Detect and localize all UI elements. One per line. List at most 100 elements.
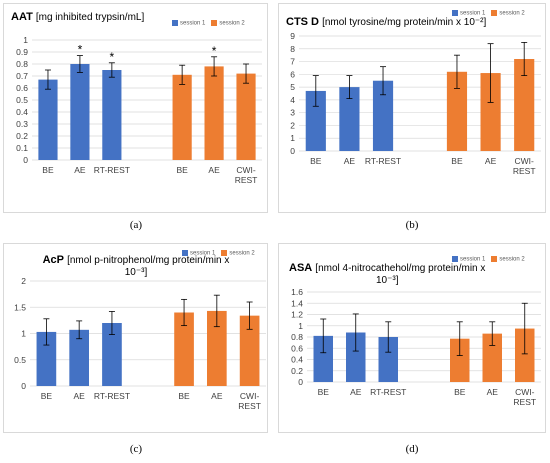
chart-title: AcP [nmol p-nitrophenol/mg protein/min x… [26,254,246,279]
bar-cwi-rest-session-2 [514,59,535,151]
y-tick-label: 0.8 [16,59,28,69]
x-category-label: BE [42,165,54,175]
x-category-label: RT-REST [94,391,130,401]
y-tick-label: 1 [23,35,28,45]
bar-ae-session-1 [346,332,366,382]
bar-ae-session-1 [339,87,360,151]
legend-label-session-1: session 1 [460,10,486,17]
chart-title-unit: [mg inhibited trypsin/mL] [35,12,145,23]
chart-title-name: ASA [289,262,313,274]
legend-item-session-1: session 1 [452,256,485,263]
chart-title: ASA [nmol 4-nitrocathehol/mg protein/min… [289,262,519,287]
y-tick-label: 1 [290,133,295,143]
y-tick-label: 0.7 [16,71,28,81]
legend-label-session-1: session 1 [460,256,486,263]
legend-swatch-session-2 [491,256,498,262]
x-category-label: AE [344,156,356,166]
chart-plot-asa: 00.20.4 0.60.811.2 1.41.6 BE AE RT-REST BE AE CW… [291,287,541,407]
y-tick-label: 0 [298,377,303,387]
bar-be-session-2 [174,312,194,386]
x-category-label: AE [74,165,86,175]
caption-a: (a) [129,219,143,231]
chart-title-unit: [nmol 4-nitrocathehol/mg protein/min x [315,263,486,274]
chart-panel-acp: AcP [nmol p-nitrophenol/mg protein/min x… [3,243,268,433]
chart-legend: session 1 session 2 [452,256,525,263]
x-category-label: BE [178,391,190,401]
legend-swatch-session-2 [211,20,218,26]
y-tick-label: 7 [290,57,295,67]
legend-item-session-1: session 1 [452,10,485,17]
legend-label-session-2: session 2 [219,20,245,27]
bar-ae-session-2 [480,73,501,151]
legend-swatch-session-1 [182,250,188,256]
y-tick-label: 0.6 [16,83,28,93]
y-tick-label: 2 [21,276,26,286]
chart-legend: session 1 session 2 [172,20,245,27]
chart-title-unit-line-2: 10⁻³] [376,275,399,286]
x-category-label: RT-REST [365,156,401,166]
legend-swatch-session-2 [491,10,498,16]
bar-ae-session-1 [70,64,90,160]
chart-title-unit: [nmol p-nitrophenol/mg protein/min x [67,255,230,266]
y-tick-label: 0 [23,155,28,165]
y-tick-label: 1.6 [291,287,303,297]
caption-b: (b) [405,219,419,231]
bar-be-session-1 [305,90,326,151]
chart-plot-aat: 0 0.1 0.2 0.3 0.4 0.5 0.6 0.7 0.8 0.9 1 BE * AE * RT-RE… [16,35,262,185]
x-category-label: BE [176,165,188,175]
chart-panel-asa: ASA [nmol 4-nitrocathehol/mg protein/min… [278,243,546,433]
y-tick-label: 1.4 [291,298,303,308]
chart-title: CTS D [nmol tyrosine/mg protein/min x 10… [286,16,546,29]
y-tick-label: 4 [290,95,295,105]
chart-panel-aat: AAT [mg inhibited trypsin/mL] session 1 … [3,3,268,213]
y-tick-label: 6 [290,69,295,79]
legend-label-session-1: session 1 [180,20,206,27]
legend-label-session-2: session 2 [229,250,255,257]
x-category-label: REST [513,397,536,407]
x-category-label: CWI- [515,156,535,166]
bar-ae-session-2 [204,66,224,160]
y-tick-label: 0.6 [291,343,303,353]
legend-swatch-session-1 [452,256,458,262]
x-category-label: BE [454,387,466,397]
legend-swatch-session-2 [221,250,228,256]
chart-title-name: AAT [11,11,33,23]
bar-be-session-2 [446,71,468,151]
chart-title-name: AcP [42,254,65,266]
x-category-label: CWI- [240,391,260,401]
x-category-label: BE [451,156,463,166]
bar-be-session-1 [313,335,333,382]
y-tick-label: 0.4 [291,355,303,365]
y-tick-label: 2 [290,120,295,130]
legend-item-session-2: session 2 [491,256,525,263]
legend-item-session-1: session 1 [182,250,215,257]
caption-c: (c) [129,443,143,455]
legend-swatch-session-1 [452,10,458,16]
chart-panel-cts-d: CTS D [nmol tyrosine/mg protein/min x 10… [278,3,546,213]
x-category-label: AE [73,391,85,401]
y-tick-label: 0.4 [16,107,28,117]
y-tick-label: 0 [290,146,295,156]
legend-label-session-1: session 1 [190,250,216,257]
y-tick-label: 0 [21,381,26,391]
chart-plot-cts-d: 0 1 2 3 4 5 6 7 8 9 BE AE RT-REST BE AE CWI-REST [290,31,541,176]
x-category-label: CWI- [515,387,535,397]
bar-ae-session-1 [69,329,89,386]
caption-d: (d) [405,443,419,455]
chart-title-name: CTS D [286,16,319,28]
x-category-label: AE [211,391,223,401]
y-tick-label: 0.2 [291,366,303,376]
y-tick-label: 0.9 [16,47,28,57]
y-tick-label: 1 [21,329,26,339]
y-tick-label: 1.5 [14,302,26,312]
x-category-label: CWI- [236,165,256,175]
x-category-label: BE [310,156,322,166]
chart-title-line-1: ASA [nmol 4-nitrocathehol/mg protein/min… [289,262,519,275]
legend-label-session-2: session 2 [499,256,525,263]
y-tick-label: 8 [290,44,295,54]
x-category-label: RT-REST [94,165,130,175]
x-category-label: REST [235,175,258,185]
bar-cwi-rest-session-2 [515,328,535,382]
x-category-label: REST [238,401,261,411]
bar-ae-session-2 [482,333,502,382]
